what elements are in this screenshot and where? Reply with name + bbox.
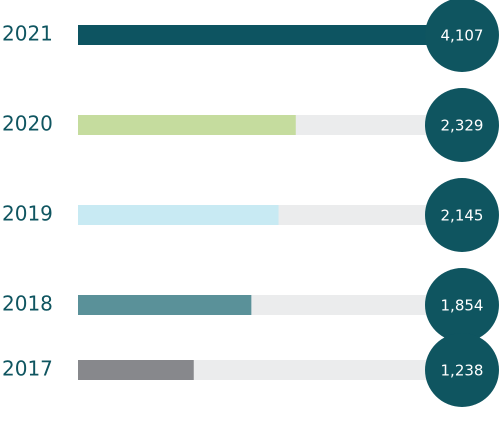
value-label: 1,238	[441, 362, 484, 380]
category-label: 2020	[2, 112, 53, 136]
value-badge	[425, 0, 499, 72]
value-badge	[425, 88, 499, 162]
value-label: 2,329	[441, 117, 484, 135]
value-label: 2,145	[441, 207, 484, 225]
bar	[78, 295, 252, 315]
category-label: 2018	[2, 292, 53, 316]
category-label: 2021	[2, 22, 53, 46]
category-label: 2019	[2, 202, 53, 226]
value-badge	[425, 178, 499, 252]
bar	[78, 115, 296, 135]
value-badge	[425, 268, 499, 342]
value-badge	[425, 333, 499, 407]
value-label: 4,107	[441, 27, 484, 45]
bar	[78, 360, 194, 380]
value-label: 1,854	[441, 297, 484, 315]
bar	[78, 205, 279, 225]
category-label: 2017	[2, 357, 53, 381]
bar	[78, 25, 462, 45]
